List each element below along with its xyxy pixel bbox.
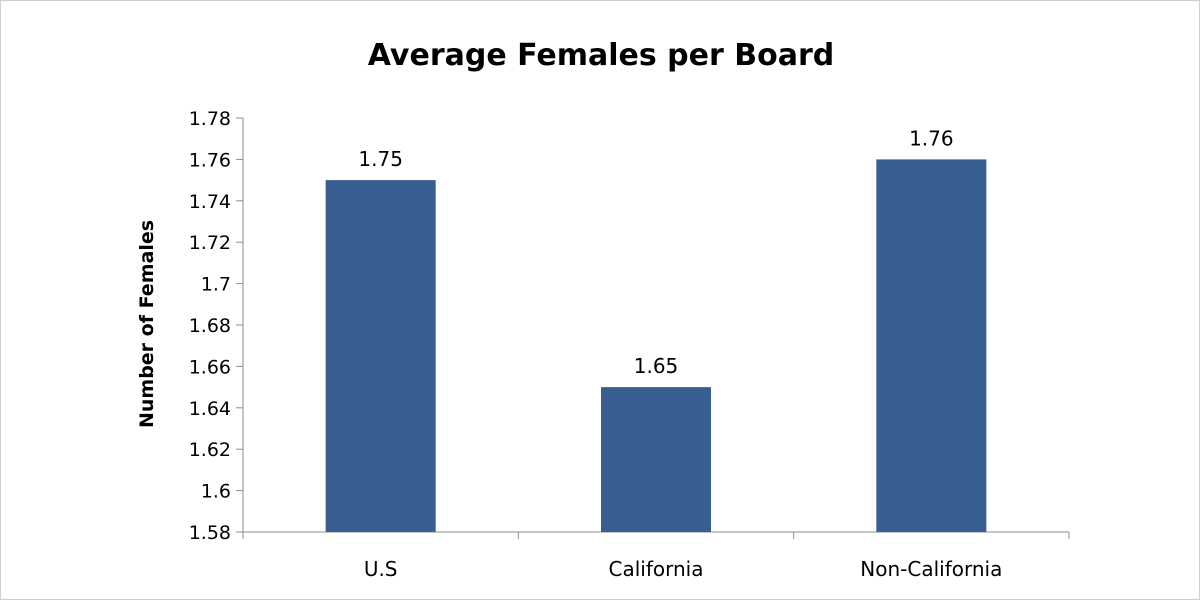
data-label: 1.76 [909,126,954,150]
x-category-label: Non-California [860,557,1002,581]
y-tick-label: 1.72 [189,232,231,254]
y-tick-label: 1.68 [189,315,231,337]
y-tick-label: 1.78 [189,108,231,130]
bar [876,159,987,532]
y-tick-label: 1.74 [189,191,231,213]
bar [325,180,436,532]
data-label: 1.65 [634,354,679,378]
bar [601,387,711,532]
y-tick-label: 1.76 [189,149,231,171]
data-label: 1.75 [358,147,403,171]
x-category-label: U.S [364,557,398,581]
y-axis-label: Number of Females [136,220,158,428]
y-tick-label: 1.66 [189,356,231,378]
y-tick-label: 1.6 [201,481,231,503]
y-tick-label: 1.7 [201,274,231,296]
y-tick-label: 1.64 [189,398,231,420]
x-category-label: California [609,557,704,581]
chart-title: Average Females per Board [368,38,834,73]
y-tick-label: 1.58 [189,522,231,544]
y-tick-label: 1.62 [189,439,231,461]
plot-area: 1.58 1.6 1.62 1.64 1.66 1.68 1.7 1.72 1.74 1.76 1.… [189,108,1070,581]
